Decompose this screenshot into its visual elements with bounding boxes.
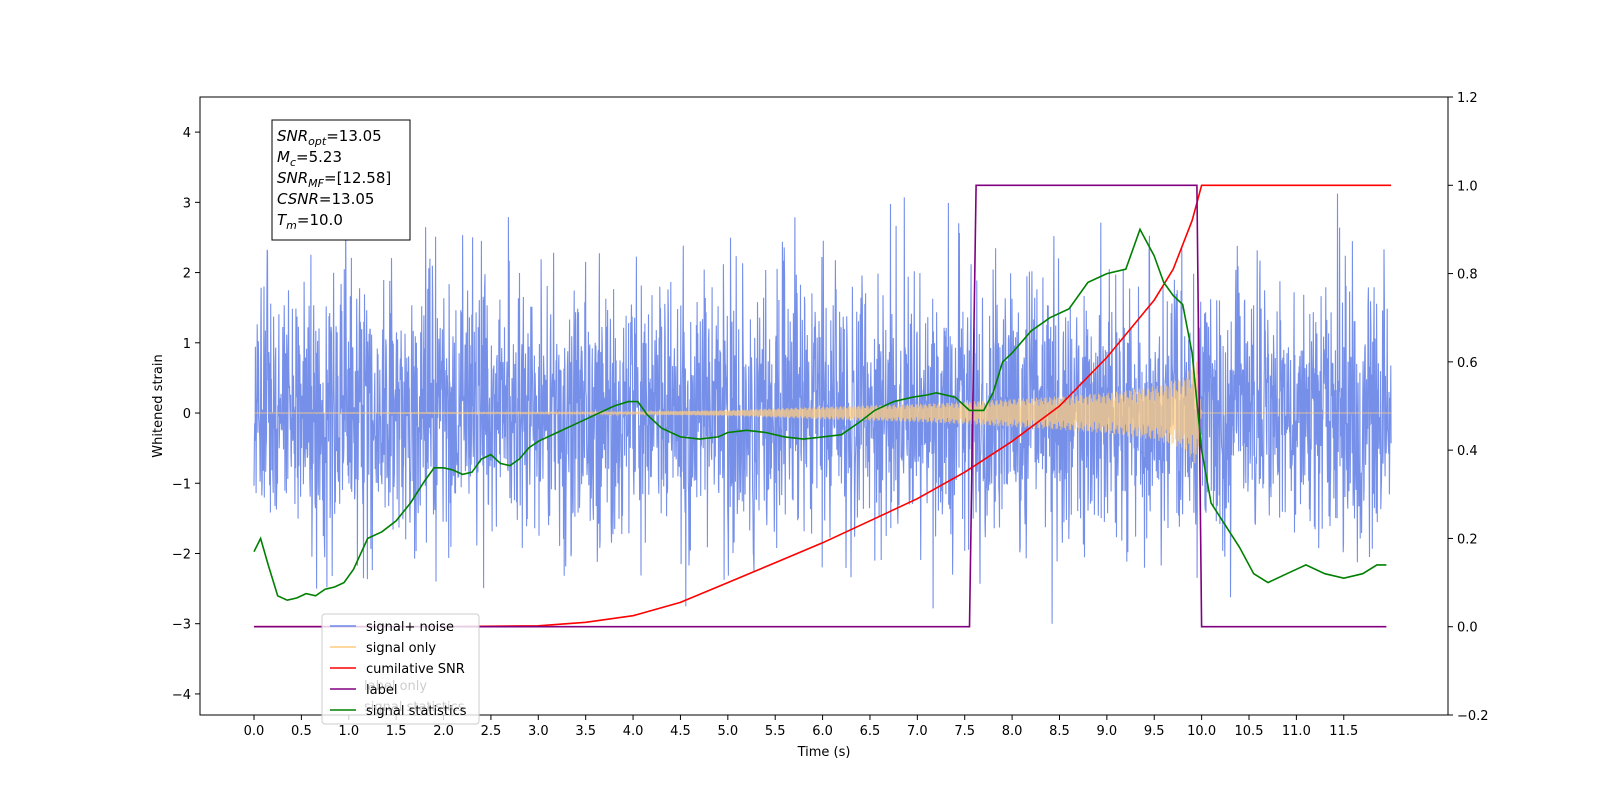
x-tick-label: 6.5 xyxy=(860,724,881,739)
x-tick-label: 4.5 xyxy=(670,724,691,739)
annotation-line: SNRopt=13.05 xyxy=(277,127,382,148)
annotation-line: Mc=5.23 xyxy=(277,148,342,169)
x-tick-label: 10.0 xyxy=(1187,724,1216,739)
x-tick-label: 7.0 xyxy=(907,724,928,739)
y-tick-label: 1 xyxy=(183,337,191,352)
y2-tick-label: 1.0 xyxy=(1457,179,1478,194)
y2-tick-label: 0.4 xyxy=(1457,444,1478,459)
x-tick-label: 3.5 xyxy=(575,724,596,739)
y-tick-label: 2 xyxy=(183,267,191,282)
x-tick-label: 2.5 xyxy=(481,724,502,739)
x-tick-label: 10.5 xyxy=(1235,724,1264,739)
y-tick-label: 4 xyxy=(183,126,191,141)
series-signal-only xyxy=(254,361,1392,464)
annotation-frame xyxy=(271,119,411,241)
y-axis-left: −4 −3 −2 −1 0 1 2 3 4 xyxy=(172,126,200,703)
legend-entry-label: cumilative SNR xyxy=(366,662,465,677)
series-cumilative-snr xyxy=(254,184,1392,628)
y-tick-label: −2 xyxy=(172,547,191,562)
series-signal-noise xyxy=(253,193,1392,624)
x-tick-label: 8.5 xyxy=(1049,724,1070,739)
legend: label onlysignal statisticssignal+ noise… xyxy=(321,613,480,725)
x-tick-label: 6.0 xyxy=(812,724,833,739)
legend-frame xyxy=(321,613,480,725)
x-tick-label: 1.5 xyxy=(386,724,407,739)
x-tick-label: 0.5 xyxy=(291,724,312,739)
y-tick-label: −1 xyxy=(172,477,191,492)
y-tick-label: 3 xyxy=(183,196,191,211)
plot-frame xyxy=(199,96,1449,716)
x-tick-label: 5.5 xyxy=(765,724,786,739)
legend-entry-label: signal statistics xyxy=(366,704,467,719)
series-label xyxy=(254,184,1387,628)
x-tick-label: 3.0 xyxy=(528,724,549,739)
annotation-line: SNRMF=[12.58] xyxy=(277,169,391,190)
y-axis-label: Whitened strain xyxy=(151,354,166,457)
series-signal-statistics xyxy=(253,227,1387,602)
y2-tick-label: 0.2 xyxy=(1457,532,1478,547)
x-tick-label: 8.0 xyxy=(1002,724,1023,739)
annotation-line: Tm=10.0 xyxy=(277,211,343,232)
x-tick-label: 5.0 xyxy=(717,724,738,739)
y2-tick-label: −0.2 xyxy=(1457,709,1489,724)
x-tick-label: 9.0 xyxy=(1097,724,1118,739)
x-tick-label: 11.5 xyxy=(1329,724,1358,739)
x-tick-label: 7.5 xyxy=(954,724,975,739)
series-layer xyxy=(253,184,1392,628)
x-tick-label: 9.5 xyxy=(1144,724,1165,739)
y2-tick-label: 1.2 xyxy=(1457,91,1478,106)
x-tick-label: 1.0 xyxy=(338,724,359,739)
legend-entry-label: signal+ noise xyxy=(366,620,454,635)
y-axis-right: −0.2 0.0 0.2 0.4 0.6 0.8 1.0 1.2 xyxy=(1448,91,1489,724)
x-axis-label: Time (s) xyxy=(797,745,851,760)
x-axis: 0.0 0.5 1.0 1.5 2.0 2.5 3.0 3.5 4.0 4.5 5.0 5.5 6.0 6… xyxy=(244,715,1358,739)
legend-entry-label: label xyxy=(366,683,397,698)
x-tick-label: 4.0 xyxy=(623,724,644,739)
y-tick-label: 0 xyxy=(183,407,191,422)
stats-annotation: SNRopt=13.05Mc=5.23SNRMF=[12.58]CSNR=13.… xyxy=(271,119,411,241)
x-tick-label: 11.0 xyxy=(1282,724,1311,739)
y2-tick-label: 0.6 xyxy=(1457,356,1478,371)
y2-tick-label: 0.8 xyxy=(1457,268,1478,283)
x-tick-label: 0.0 xyxy=(244,724,265,739)
annotation-line: CSNR=13.05 xyxy=(277,190,374,208)
x-tick-label: 2.0 xyxy=(433,724,454,739)
y-tick-label: −4 xyxy=(172,688,191,703)
legend-entry-label: signal only xyxy=(366,641,436,656)
y2-tick-label: 0.0 xyxy=(1457,621,1478,636)
y-tick-label: −3 xyxy=(172,618,191,633)
